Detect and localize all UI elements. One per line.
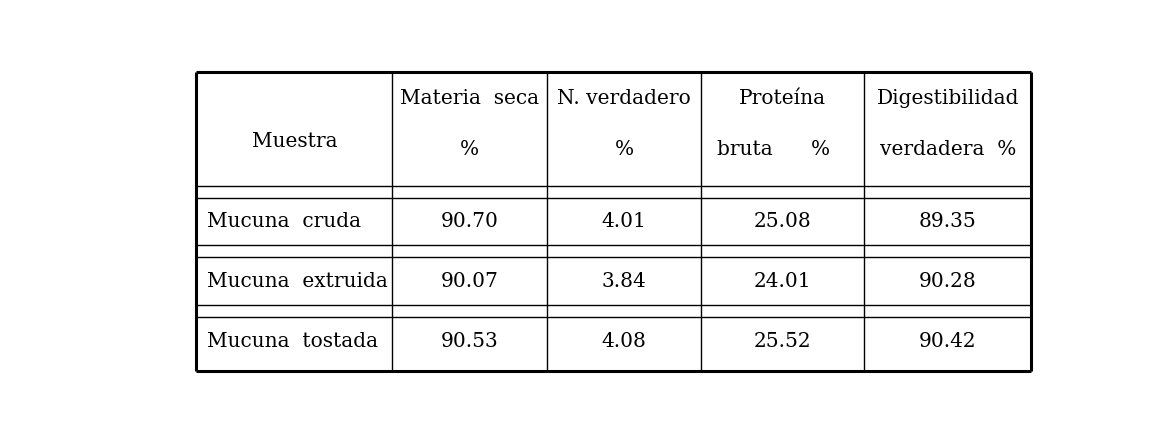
Text: 90.28: 90.28	[919, 272, 977, 291]
Text: %: %	[615, 140, 634, 159]
Text: Digestibilidad: Digestibilidad	[876, 89, 1019, 108]
Text: %: %	[460, 140, 479, 159]
Text: Mucuna  extruida: Mucuna extruida	[207, 272, 388, 291]
Text: 90.42: 90.42	[919, 332, 977, 351]
Text: 4.01: 4.01	[602, 212, 646, 231]
Text: N. verdadero: N. verdadero	[557, 89, 691, 108]
Text: Materia  seca: Materia seca	[400, 89, 540, 108]
Text: 90.70: 90.70	[440, 212, 499, 231]
Text: Proteína: Proteína	[739, 89, 827, 108]
Text: Mucuna  cruda: Mucuna cruda	[207, 212, 362, 231]
Text: 25.52: 25.52	[754, 332, 812, 351]
Text: 89.35: 89.35	[919, 212, 977, 231]
Text: 25.08: 25.08	[754, 212, 812, 231]
Text: 4.08: 4.08	[602, 332, 646, 351]
Text: 90.53: 90.53	[440, 332, 499, 351]
Text: 24.01: 24.01	[754, 272, 812, 291]
Text: 3.84: 3.84	[602, 272, 646, 291]
Text: Muestra: Muestra	[252, 132, 337, 151]
Text: Mucuna  tostada: Mucuna tostada	[207, 332, 378, 351]
Text: bruta      %: bruta %	[717, 140, 830, 159]
Text: verdadera  %: verdadera %	[879, 140, 1016, 159]
Text: 90.07: 90.07	[440, 272, 499, 291]
